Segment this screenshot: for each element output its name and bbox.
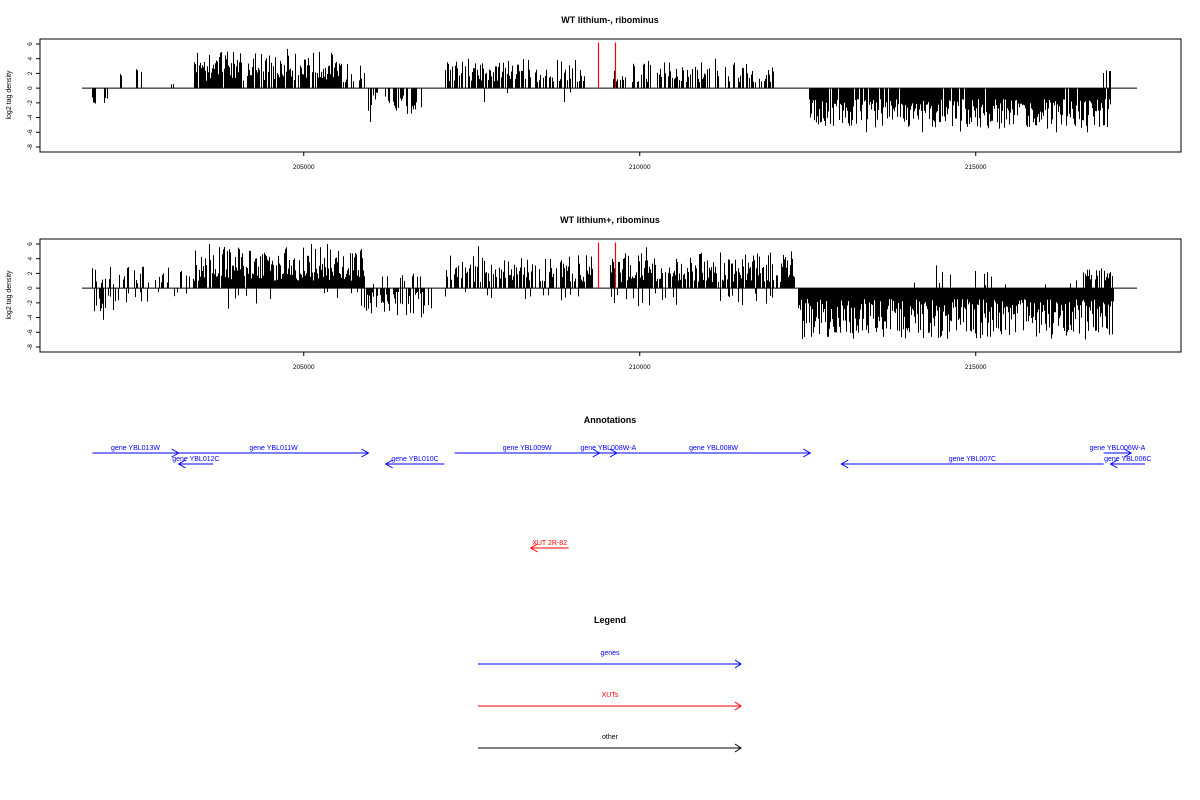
legend-arrowhead bbox=[734, 701, 742, 711]
x-tick-label: 205000 bbox=[293, 164, 315, 171]
arrowhead bbox=[1109, 459, 1118, 469]
x-tick-label: 215000 bbox=[965, 364, 987, 371]
y-tick-label: 4 bbox=[27, 57, 34, 61]
annotation-label: XUT 2R-82 bbox=[532, 540, 567, 547]
annotation-gene: gene YBL010C bbox=[384, 456, 445, 469]
y-tick-label: -6 bbox=[27, 329, 34, 335]
annotation-label: gene YBL013W bbox=[111, 445, 160, 452]
annotation-label: gene YBL012C bbox=[172, 456, 219, 463]
y-axis-label: log2 tag density bbox=[6, 270, 13, 320]
arrowhead bbox=[1123, 448, 1133, 458]
y-axis-label: log2 tag density bbox=[6, 70, 13, 120]
x-tick-label: 215000 bbox=[965, 164, 987, 171]
annotation-gene: gene YBL009W bbox=[454, 445, 601, 458]
density-bars bbox=[92, 244, 1114, 340]
annotation-gene: gene YBL013W bbox=[92, 445, 180, 458]
annotation-label: gene YBL009W bbox=[503, 445, 552, 452]
panel-lithium-minus: WT lithium-, ribominus log2 tag density … bbox=[6, 15, 1182, 171]
density-bars bbox=[92, 48, 1111, 133]
legend-item-other: other bbox=[478, 734, 742, 753]
annotation-gene: gene YBL011W bbox=[178, 445, 370, 458]
legend-label-genes: genes bbox=[600, 650, 620, 657]
legend-label-xuts: XUTs bbox=[602, 692, 619, 699]
arrowhead bbox=[840, 459, 849, 469]
annotation-gene: gene YBL007C bbox=[840, 456, 1104, 469]
y-tick-label: 6 bbox=[27, 242, 34, 246]
annotations-title: Annotations bbox=[584, 415, 637, 425]
legend: Legend genes XUTs other bbox=[478, 615, 742, 753]
arrowhead bbox=[529, 543, 538, 553]
y-tick-label: -2 bbox=[27, 300, 34, 306]
annotation-gene: gene YBL008W-A bbox=[580, 445, 637, 458]
x-tick-label: 210000 bbox=[629, 164, 651, 171]
chart-title: WT lithium+, ribominus bbox=[560, 215, 660, 225]
y-tick-label: 0 bbox=[27, 286, 34, 290]
y-tick-label: -8 bbox=[27, 344, 34, 350]
arrowhead bbox=[361, 448, 370, 458]
annotation-label: gene YBL006W-A bbox=[1089, 445, 1145, 452]
annotation-gene: gene YBL012C bbox=[172, 456, 220, 469]
x-tick-label: 210000 bbox=[629, 364, 651, 371]
y-tick-label: 0 bbox=[27, 86, 34, 90]
y-tick-label: -8 bbox=[27, 144, 34, 150]
legend-title: Legend bbox=[594, 615, 626, 625]
x-tick-label: 205000 bbox=[293, 364, 315, 371]
annotation-label: gene YBL011W bbox=[249, 445, 298, 452]
annotation-label: gene YBL010C bbox=[391, 456, 438, 463]
annotation-xut: XUT 2R-82 bbox=[529, 540, 569, 553]
y-tick-label: 2 bbox=[27, 71, 34, 75]
annotation-gene: gene YBL006W-A bbox=[1089, 445, 1146, 458]
legend-arrowhead bbox=[734, 743, 742, 753]
annotations-panel: Annotations gene YBL013W gene YBL012C gene… bbox=[92, 415, 1151, 553]
annotation-gene: gene YBL006C bbox=[1104, 456, 1151, 469]
chart-title: WT lithium-, ribominus bbox=[561, 15, 659, 25]
arrowhead bbox=[177, 459, 186, 469]
y-tick-label: -2 bbox=[27, 100, 34, 106]
annotation-label: gene YBL007C bbox=[949, 456, 996, 463]
legend-item-genes: genes bbox=[478, 650, 742, 669]
annotation-label: gene YBL008W bbox=[689, 445, 738, 452]
y-tick-label: 6 bbox=[27, 42, 34, 46]
legend-item-xuts: XUTs bbox=[478, 692, 742, 711]
arrowhead bbox=[384, 459, 393, 469]
panel-lithium-plus: WT lithium+, ribominus log2 tag density … bbox=[6, 215, 1182, 371]
annotation-label: gene YBL008W-A bbox=[580, 445, 636, 452]
legend-label-other: other bbox=[602, 734, 619, 741]
y-tick-label: -6 bbox=[27, 129, 34, 135]
arrowhead bbox=[802, 448, 812, 458]
annotation-gene: gene YBL008W bbox=[616, 445, 812, 458]
legend-arrowhead bbox=[734, 659, 742, 669]
y-tick-label: -4 bbox=[27, 114, 34, 120]
y-tick-label: 4 bbox=[27, 257, 34, 261]
y-tick-label: 2 bbox=[27, 271, 34, 275]
annotation-label: gene YBL006C bbox=[1104, 456, 1151, 463]
y-tick-label: -4 bbox=[27, 314, 34, 320]
